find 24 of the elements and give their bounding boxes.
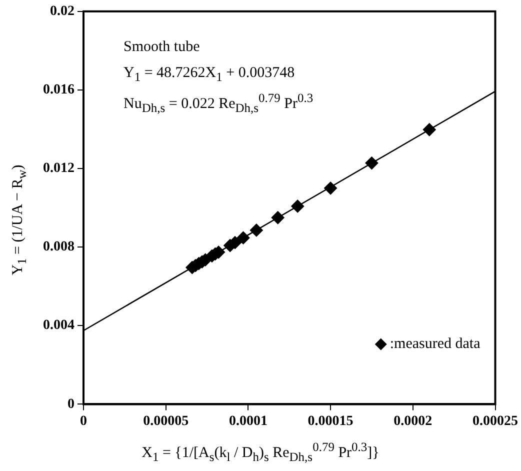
- x-tick-label: 0: [80, 414, 87, 430]
- annotation: Nu$_{Dh,s}$ = 0.022 Re$_{Dh,s}$$^{0.79}$ Pr$^{0.3}$: [124, 91, 314, 116]
- point: [291, 200, 304, 213]
- annotation: Y$_{1}$ = 48.7262X$_{1}$ + 0.003748: [124, 65, 295, 86]
- x-tick-label: 0.00005: [143, 414, 189, 430]
- legend-label: :measured data: [390, 336, 481, 352]
- point: [365, 156, 378, 170]
- point: [236, 231, 250, 244]
- y-tick-label: 0.008: [43, 240, 74, 255]
- y-tick-label: 0.016: [43, 82, 74, 98]
- x-tick-label: 0.00015: [308, 414, 354, 430]
- y-tick-label: 0.012: [43, 161, 74, 176]
- y-tick-label: 0.004: [43, 318, 74, 334]
- point: [250, 224, 263, 237]
- annotation: Smooth tube: [124, 39, 200, 56]
- x-tick-label: 0.0001: [228, 414, 268, 430]
- y-tick-label: 0: [68, 396, 74, 412]
- point: [271, 211, 284, 224]
- point: [422, 123, 436, 136]
- point: [324, 182, 338, 195]
- x-tick-label: 0.0002: [394, 414, 432, 430]
- text: X$_{1}$ = {1/[A$_{s}$(k$_{l}$ / D$_{h}$)$_{s}$ Re$_{Dh,s}$$^{0.79}$ Pr$^{0.3}$]}: [142, 440, 380, 464]
- y-tick-label: 0.02: [50, 4, 74, 20]
- x-tick-label: 0.00025: [472, 414, 518, 430]
